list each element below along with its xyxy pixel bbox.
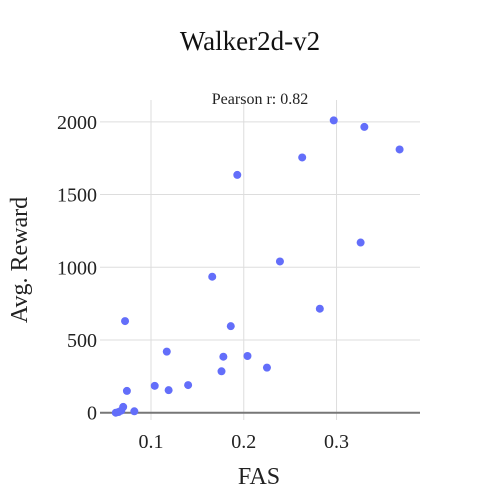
pearson-annotation: Pearson r: 0.82 bbox=[212, 91, 308, 108]
data-point bbox=[150, 381, 159, 390]
data-point bbox=[164, 386, 173, 395]
data-point bbox=[121, 317, 130, 326]
x-tick-label: 0.3 bbox=[324, 431, 349, 453]
data-point bbox=[219, 352, 228, 361]
data-point bbox=[130, 407, 139, 416]
data-point bbox=[262, 363, 271, 372]
data-point bbox=[184, 381, 193, 390]
points-layer bbox=[111, 116, 404, 417]
data-point bbox=[217, 367, 226, 376]
y-tick-label: 1500 bbox=[57, 185, 97, 207]
data-point bbox=[275, 257, 284, 266]
x-axis-title: FAS bbox=[238, 464, 280, 490]
grid-layer bbox=[100, 100, 420, 420]
x-tick-label: 0.1 bbox=[139, 431, 164, 453]
data-point bbox=[298, 153, 307, 162]
data-point bbox=[395, 145, 404, 154]
data-point bbox=[233, 170, 242, 179]
data-point bbox=[243, 352, 252, 360]
y-tick-labels: 0 500 1000 1500 2000 bbox=[57, 112, 97, 425]
data-point bbox=[162, 347, 171, 356]
data-point bbox=[226, 322, 235, 331]
data-point bbox=[315, 304, 324, 313]
x-tick-label: 0.2 bbox=[231, 431, 256, 453]
x-tick-labels: 0.1 0.2 0.3 bbox=[139, 431, 350, 453]
y-tick-label: 500 bbox=[67, 330, 97, 352]
y-tick-label: 0 bbox=[87, 403, 97, 425]
data-point bbox=[356, 238, 365, 247]
chart-title: Walker2d-v2 bbox=[180, 26, 320, 56]
data-point bbox=[208, 272, 217, 281]
y-tick-label: 2000 bbox=[57, 112, 97, 134]
data-point bbox=[119, 402, 128, 411]
data-point bbox=[329, 116, 338, 125]
y-axis-title: Avg. Reward bbox=[7, 197, 33, 323]
data-point bbox=[122, 386, 131, 395]
y-tick-label: 1000 bbox=[57, 257, 97, 279]
data-point bbox=[360, 122, 369, 131]
